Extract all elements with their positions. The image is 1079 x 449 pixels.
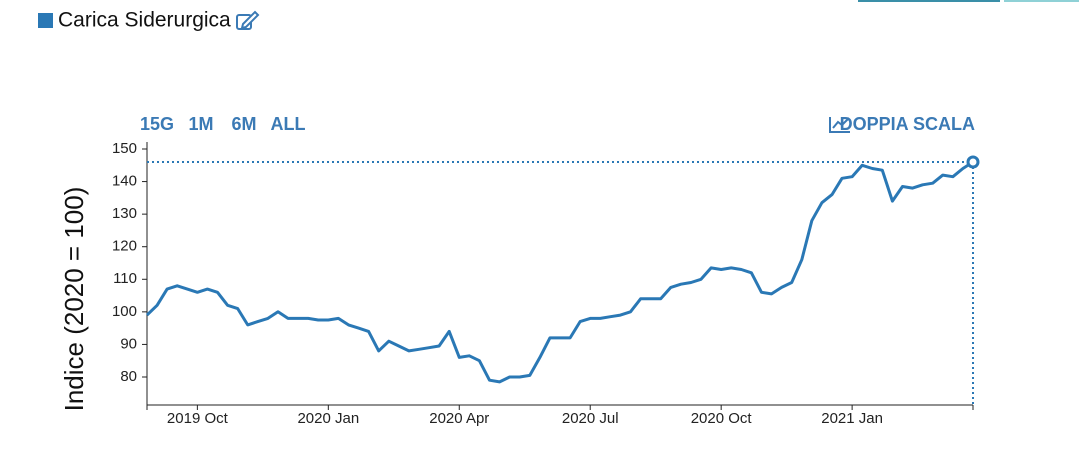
x-tick-label: 2020 Jan	[297, 410, 359, 427]
range-button[interactable]: 15G	[140, 114, 174, 134]
y-tick-label: 120	[112, 238, 137, 255]
y-tick-label: 80	[120, 368, 137, 385]
x-tick-label: 2021 Jan	[821, 410, 883, 427]
range-button[interactable]: 6M	[231, 114, 256, 134]
dual-scale-button[interactable]: DOPPIA SCALA	[840, 114, 975, 134]
range-button[interactable]: ALL	[271, 114, 306, 134]
last-point	[966, 155, 980, 169]
range-button[interactable]: 1M	[188, 114, 213, 134]
x-tick-label: 2020 Jul	[562, 410, 619, 427]
legend-label: Carica Siderurgica	[58, 9, 231, 32]
tab-indicator	[1004, 0, 1079, 2]
edit-icon[interactable]	[236, 10, 260, 30]
y-axis-title: Indice (2020 = 100)	[59, 187, 89, 412]
x-tick-label: 2020 Apr	[429, 410, 489, 427]
tab-indicator	[858, 0, 1000, 2]
y-tick-label: 110	[113, 270, 137, 287]
series-line	[145, 160, 974, 384]
dual-scale-icon[interactable]	[829, 117, 850, 133]
legend-swatch	[38, 13, 53, 28]
y-tick-label: 150	[112, 140, 137, 157]
y-tick-label: 90	[120, 335, 137, 352]
x-tick-label: 2020 Oct	[691, 410, 753, 427]
y-tick-label: 130	[112, 205, 137, 222]
y-tick-label: 100	[112, 303, 137, 320]
x-tick-label: 2019 Oct	[167, 410, 229, 427]
y-tick-label: 140	[112, 173, 137, 190]
